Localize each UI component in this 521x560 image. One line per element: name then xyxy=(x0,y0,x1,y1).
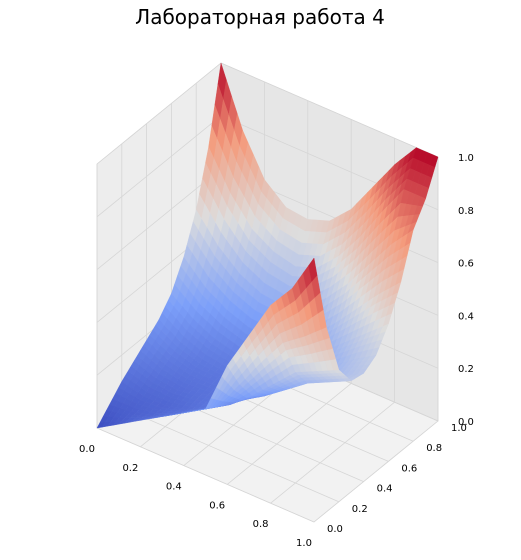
chart-title: Лабораторная работа 4 xyxy=(135,5,385,29)
y-tick-label: 0.4 xyxy=(377,484,393,495)
grid-line-left-z xyxy=(96,62,222,165)
axis-ticks: 0.00.20.40.60.81.00.00.20.40.60.81.00.00… xyxy=(79,153,474,549)
grid-line-right-z xyxy=(220,62,439,158)
y-tick-label: 1.0 xyxy=(451,423,467,434)
z-tick-label: 0.6 xyxy=(458,259,474,270)
grid-line-floor-x xyxy=(226,383,352,485)
x-tick-label: 0.2 xyxy=(122,463,138,474)
grid-line-left-z xyxy=(96,168,222,270)
grid-line-floor-x xyxy=(313,420,439,523)
grid-line-floor-x xyxy=(270,401,395,504)
grid-line-left-z xyxy=(96,115,222,218)
y-tick-label: 0.2 xyxy=(352,504,368,515)
z-tick-label: 0.2 xyxy=(458,364,474,375)
y-tick-label: 0.6 xyxy=(401,463,417,474)
grid-line-floor-y xyxy=(121,407,339,503)
x-tick-label: 1.0 xyxy=(296,538,312,549)
surface-plot xyxy=(96,62,439,429)
z-tick-label: 0.4 xyxy=(458,311,474,322)
x-tick-label: 0.8 xyxy=(253,519,269,530)
z-tick-label: 0.0 xyxy=(458,417,474,428)
surface-facet xyxy=(308,257,318,282)
grid-line-floor-y xyxy=(96,427,315,523)
x-tick-label: 0.4 xyxy=(166,482,182,493)
y-tick-label: 0.8 xyxy=(426,443,442,454)
y-tick-label: 0.0 xyxy=(327,524,343,535)
x-tick-label: 0.6 xyxy=(209,500,225,511)
z-tick-label: 0.8 xyxy=(458,206,474,217)
z-tick-label: 1.0 xyxy=(458,153,474,164)
x-tick-label: 0.0 xyxy=(79,444,95,455)
